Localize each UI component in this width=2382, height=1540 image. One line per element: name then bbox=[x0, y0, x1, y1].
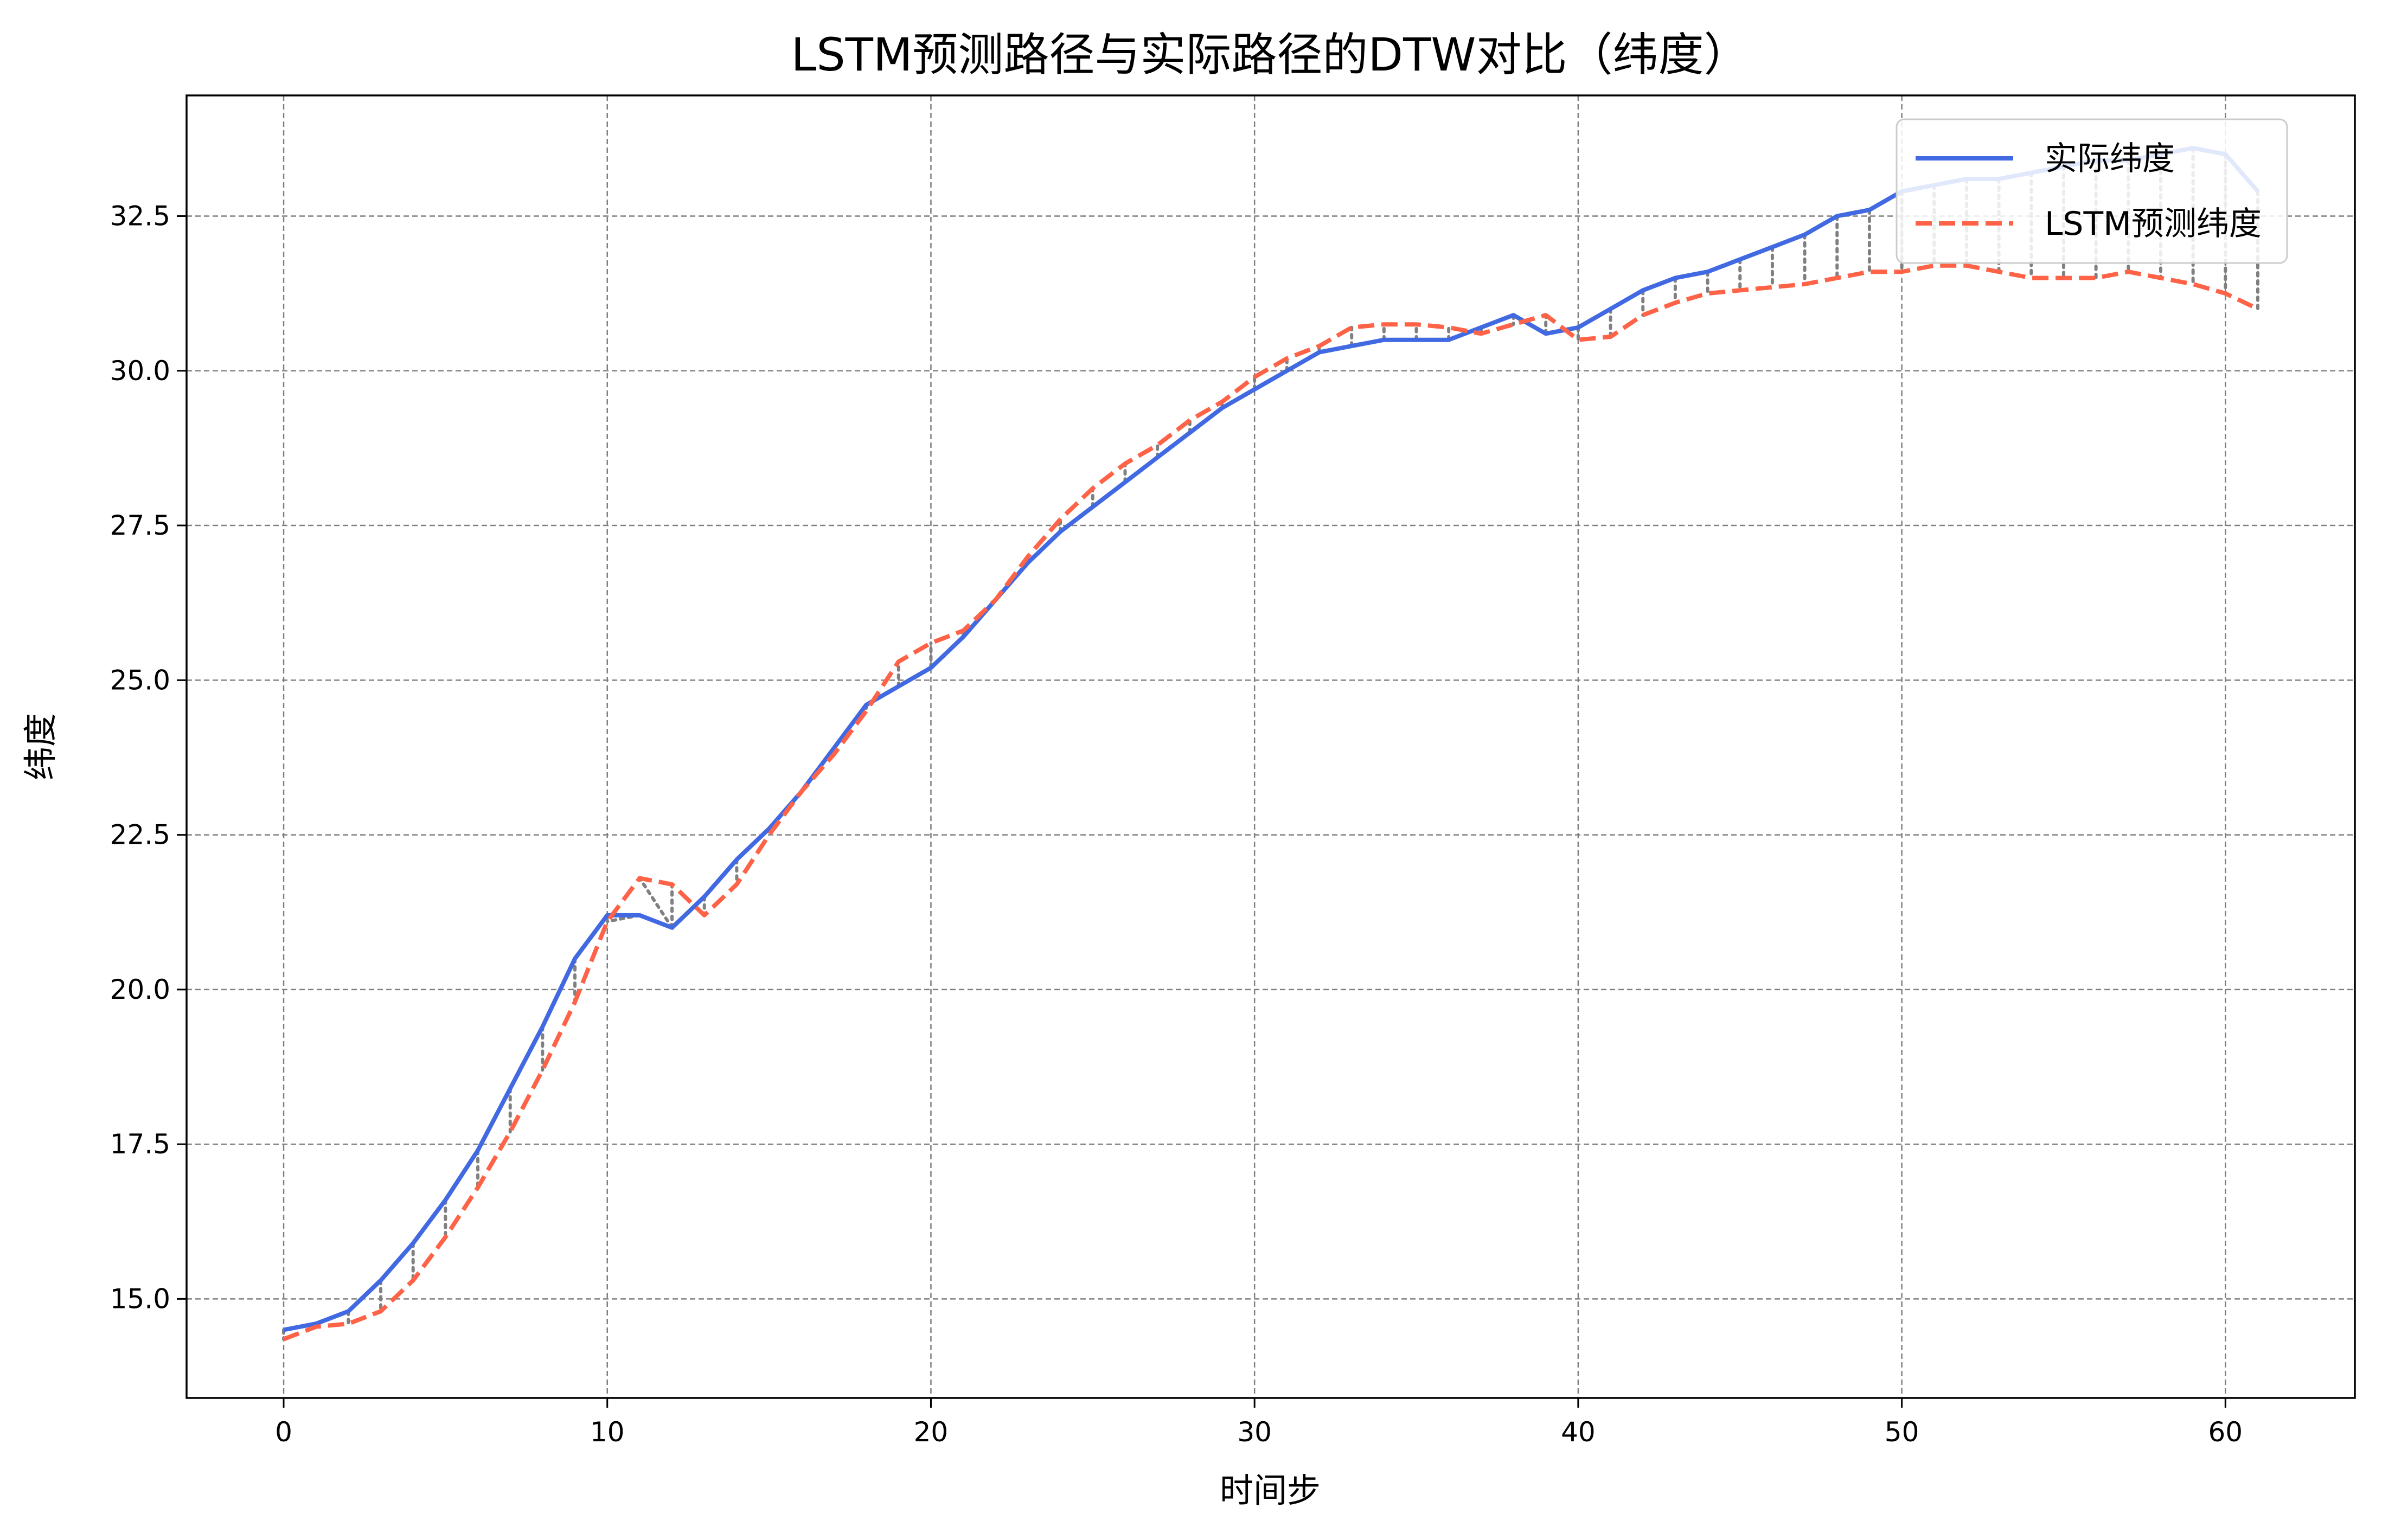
x-tick-label: 40 bbox=[1561, 1416, 1596, 1448]
legend-box bbox=[1896, 118, 2288, 264]
legend-label-predicted: LSTM预测纬度 bbox=[2045, 205, 2262, 243]
x-tick-label: 50 bbox=[1885, 1416, 1919, 1448]
dtw-alignment-line bbox=[605, 913, 642, 923]
y-axis-ticks: 15.0 17.5 20.0 22.5 25.0 27.5 30.0 32.5 bbox=[110, 201, 187, 1314]
y-tick-label: 17.5 bbox=[110, 1128, 170, 1160]
series-line-predicted bbox=[283, 263, 2259, 1342]
y-tick-label: 25.0 bbox=[110, 664, 170, 696]
legend-label-actual: 实际纬度 bbox=[2045, 140, 2175, 178]
chart-title: LSTM预测路径与实际路径的DTW对比（纬度） bbox=[791, 28, 1750, 81]
y-tick-label: 22.5 bbox=[110, 819, 170, 851]
y-tick-label: 20.0 bbox=[110, 974, 170, 1005]
x-tick-label: 0 bbox=[275, 1416, 292, 1448]
x-tick-label: 10 bbox=[590, 1416, 625, 1448]
x-axis-label: 时间步 bbox=[1220, 1471, 1321, 1510]
x-tick-label: 20 bbox=[914, 1416, 949, 1448]
y-axis-label: 纬度 bbox=[21, 713, 60, 780]
y-tick-label: 27.5 bbox=[110, 510, 170, 541]
legend: 实际纬度 LSTM预测纬度 bbox=[1896, 118, 2288, 264]
x-tick-label: 30 bbox=[1237, 1416, 1272, 1448]
y-tick-label: 32.5 bbox=[110, 201, 170, 232]
y-tick-label: 15.0 bbox=[110, 1283, 170, 1314]
plot-frame bbox=[185, 94, 2356, 1399]
y-tick-label: 30.0 bbox=[110, 355, 170, 387]
x-tick-label: 60 bbox=[2208, 1416, 2243, 1448]
dtw-alignment-line bbox=[638, 876, 674, 929]
x-axis-ticks: 0 10 20 30 40 50 60 bbox=[275, 1398, 2243, 1448]
